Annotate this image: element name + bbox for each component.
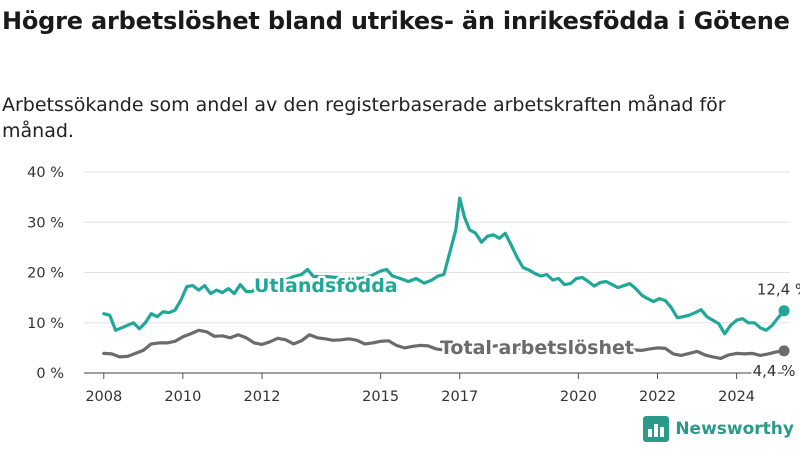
bar-chart-icon <box>643 416 670 442</box>
x-tick-label: 2010 <box>164 389 201 405</box>
x-tick-label: 2008 <box>85 389 122 405</box>
series-lines <box>102 196 790 360</box>
series-line-0 <box>102 196 786 336</box>
end-label-halo: 4,4 % <box>753 362 796 380</box>
x-tick-label: 2024 <box>718 389 755 405</box>
y-axis: 0 % 10 % 20 % 30 % 40 % <box>27 165 64 382</box>
brand-logo: Newsworthy <box>643 416 794 442</box>
end-label-halo: 12,4 % <box>757 281 800 299</box>
x-tick-label: 2015 <box>362 389 399 405</box>
series-label-halo: Total arbetslöshet <box>440 337 634 359</box>
series-name-label: Utlandsfödda <box>254 275 398 297</box>
chart-subtitle: Arbetssökande som andel av den registerb… <box>2 94 726 142</box>
series-end-value-label: 12,4 % <box>757 281 800 299</box>
y-tick-label: 30 % <box>27 215 64 231</box>
grid <box>84 171 790 374</box>
y-tick-label: 20 % <box>27 266 64 282</box>
series-end-point <box>778 305 790 317</box>
series-end-value-label: 4,4 % <box>753 362 796 380</box>
x-tick-label: 2017 <box>441 389 478 405</box>
y-tick-label: 40 % <box>27 165 64 181</box>
x-tick-label: 2012 <box>244 389 281 405</box>
x-axis: 2008 2010 2012 2015 2017 2020 2022 2024 <box>85 373 755 405</box>
x-tick-label: 2022 <box>639 389 676 405</box>
series-line-1 <box>102 328 786 360</box>
y-tick-label: 10 % <box>27 316 64 332</box>
y-tick-label: 0 % <box>36 366 64 382</box>
chart-title: Högre arbetslöshet bland utrikes- än inr… <box>2 7 790 35</box>
series-end-point <box>778 345 790 357</box>
series-label-halo: Utlandsfödda <box>254 275 398 297</box>
brand-name: Newsworthy <box>675 419 794 439</box>
x-tick-label: 2020 <box>560 389 597 405</box>
series-name-label: Total arbetslöshet <box>440 337 634 359</box>
